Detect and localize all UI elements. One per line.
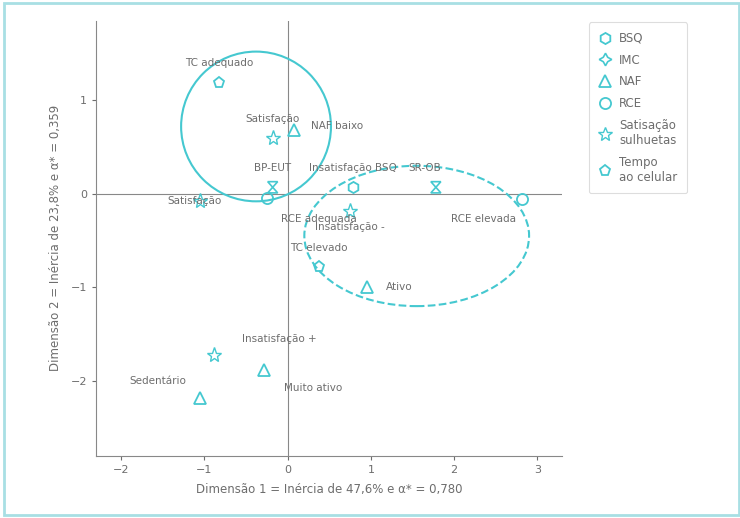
Text: Sedentário: Sedentário bbox=[130, 376, 186, 386]
Text: RCE adequada: RCE adequada bbox=[281, 214, 357, 224]
Text: BP-EUT: BP-EUT bbox=[254, 163, 292, 173]
Text: Satisfação: Satisfação bbox=[167, 196, 221, 206]
Text: SR-OB: SR-OB bbox=[408, 163, 442, 173]
Y-axis label: Dimensão 2 = Inércia de 23,8% e α* = 0,359: Dimensão 2 = Inércia de 23,8% e α* = 0,3… bbox=[50, 105, 62, 371]
Text: Muito ativo: Muito ativo bbox=[283, 383, 342, 393]
X-axis label: Dimensão 1 = Inércia de 47,6% e α* = 0,780: Dimensão 1 = Inércia de 47,6% e α* = 0,7… bbox=[196, 483, 462, 496]
Text: RCE elevada: RCE elevada bbox=[451, 214, 516, 224]
Text: TC elevado: TC elevado bbox=[291, 243, 348, 253]
Text: NAF baixo: NAF baixo bbox=[311, 121, 363, 132]
Text: Satisfação: Satisfação bbox=[246, 113, 300, 124]
Text: Insatisfação +: Insatisfação + bbox=[242, 334, 317, 343]
Text: TC adequado: TC adequado bbox=[185, 57, 254, 67]
Text: Ativo: Ativo bbox=[386, 282, 412, 292]
Text: Insatisfação BSQ: Insatisfação BSQ bbox=[309, 163, 397, 173]
Legend: BSQ, IMC, NAF, RCE, Satisação
sulhuetas, Tempo
ao celular: BSQ, IMC, NAF, RCE, Satisação sulhuetas,… bbox=[588, 22, 687, 193]
Text: Insatisfação -: Insatisfação - bbox=[315, 222, 385, 232]
